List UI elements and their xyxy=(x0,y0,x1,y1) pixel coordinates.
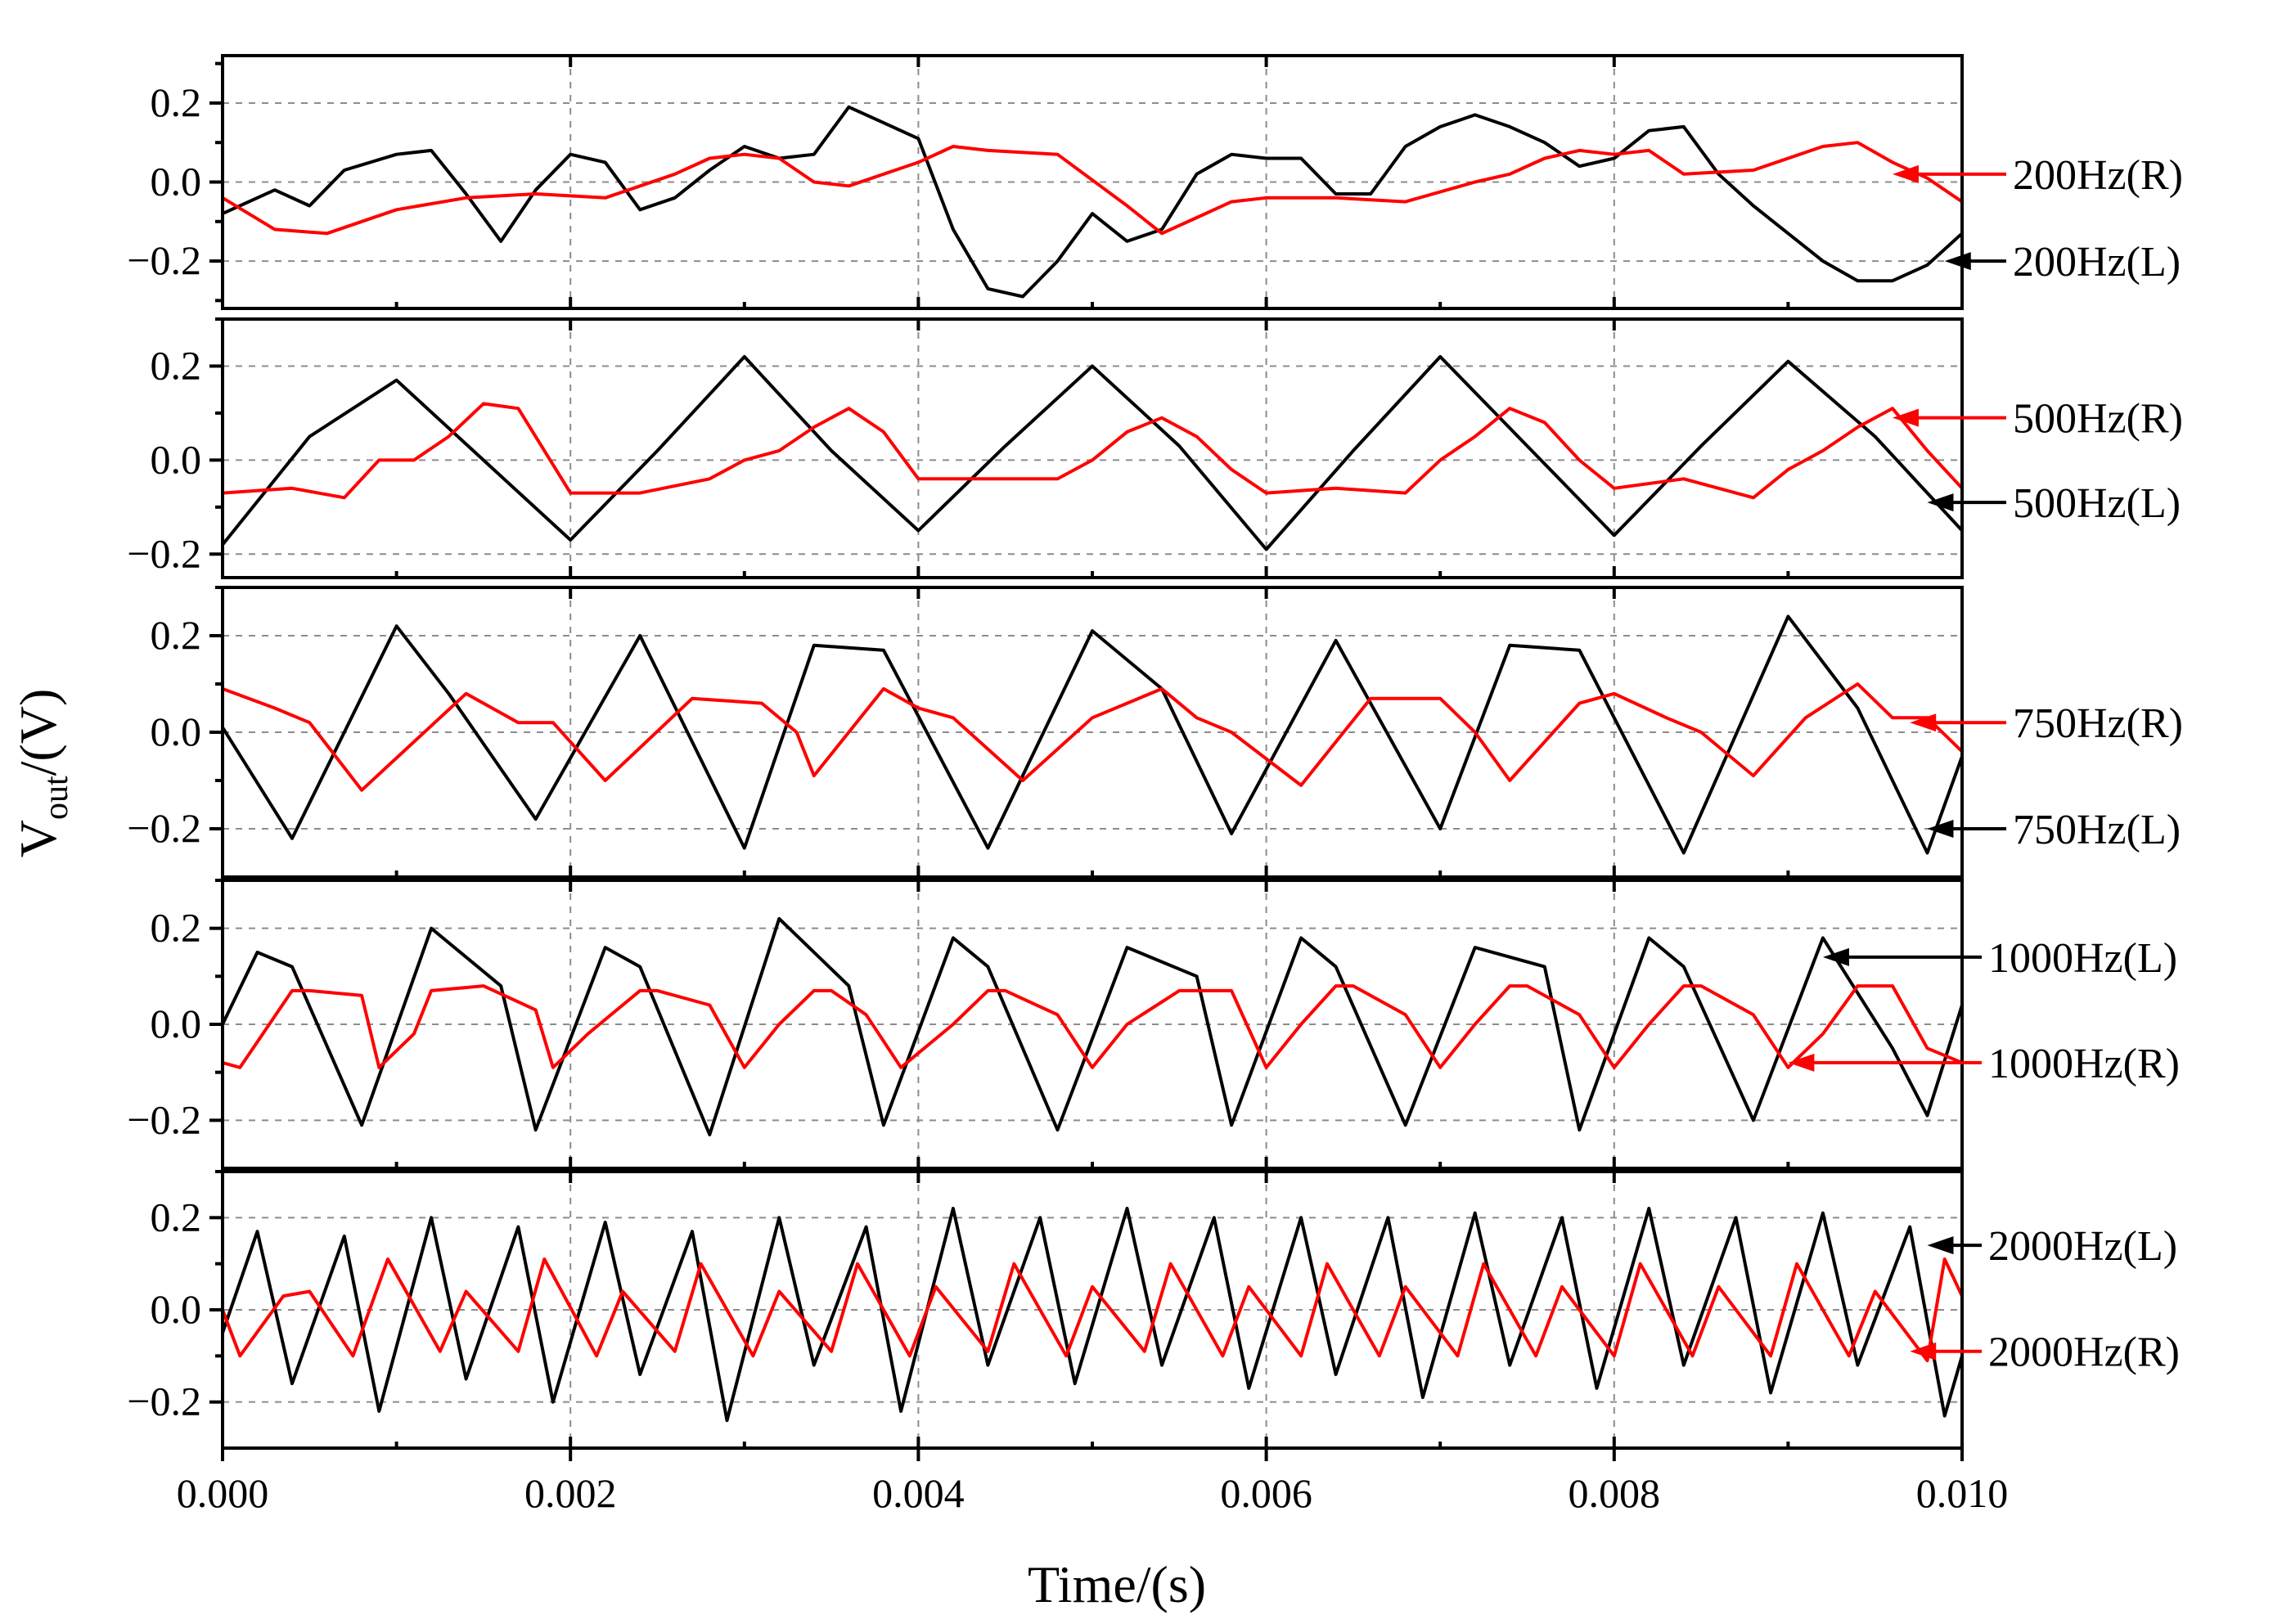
series-750Hz(R) xyxy=(223,682,1962,792)
panel-5: 0.2 0.0 −0.2 2000Hz(L) 2000Hz(R) xyxy=(127,1170,2180,1450)
series-2000Hz(R) xyxy=(223,1257,1962,1362)
x-tick-label: 0.002 xyxy=(524,1470,617,1516)
y-axis-title-unit: /(V) xyxy=(9,689,67,776)
annotation-arrowhead xyxy=(1910,713,1937,732)
series-500Hz(R) xyxy=(223,402,1962,500)
annotation-arrowhead xyxy=(1927,820,1954,838)
y-axis-title-subscript: out xyxy=(38,776,75,820)
y-tick-label: 0.2 xyxy=(151,342,202,388)
series-500Hz(L) xyxy=(223,355,1962,551)
annotation-arrowhead xyxy=(1910,1342,1937,1361)
panel-4: 0.2 0.0 −0.2 1000Hz(L) 1000Hz(R) xyxy=(127,879,2180,1170)
y-tick-label: 0.2 xyxy=(151,612,202,658)
y-tick-label: 0.0 xyxy=(151,1286,202,1332)
y-tick-label: 0.0 xyxy=(151,1001,202,1046)
series-2000Hz(L) xyxy=(223,1207,1962,1423)
y-tick-label: −0.2 xyxy=(127,530,201,576)
annotation-label: 2000Hz(L) xyxy=(1988,1223,2177,1270)
y-tick-label: 0.2 xyxy=(151,1194,202,1239)
x-tick-label: 0.006 xyxy=(1220,1470,1312,1516)
series-750Hz(L) xyxy=(223,614,1962,855)
annotation-arrowhead xyxy=(1822,947,1849,966)
y-axis-title: Vout/(V) xyxy=(9,689,75,858)
annotation-arrowhead xyxy=(1788,1053,1815,1072)
panel-1: 0.2 0.0 −0.2 200Hz(R) 200Hz(L) xyxy=(127,54,2183,310)
annotation-arrowhead xyxy=(1927,1236,1954,1255)
annotation-label: 1000Hz(R) xyxy=(1988,1041,2180,1087)
series-1000Hz(R) xyxy=(223,984,1962,1069)
annotation-label: 750Hz(L) xyxy=(2013,807,2181,853)
annotation-label: 200Hz(R) xyxy=(2013,152,2183,199)
panel-3: 0.2 0.0 −0.2 750Hz(R) 750Hz(L) xyxy=(127,586,2183,879)
x-tick-label: 0.008 xyxy=(1569,1470,1661,1516)
panel-2: 0.2 0.0 −0.2 500Hz(R) 500Hz(L) xyxy=(127,317,2183,579)
series-200Hz(R) xyxy=(223,141,1962,236)
y-tick-label: 0.2 xyxy=(151,79,202,125)
annotation-label: 1000Hz(L) xyxy=(1988,935,2177,982)
annotation-arrowhead xyxy=(1944,252,1971,271)
y-tick-label: −0.2 xyxy=(127,1096,201,1142)
y-axis-title-main: V xyxy=(9,820,67,857)
annotation-label: 2000Hz(R) xyxy=(1988,1329,2180,1376)
panel-frame xyxy=(221,317,1964,579)
x-tick-label: 0.000 xyxy=(177,1470,269,1516)
annotation-label: 200Hz(L) xyxy=(2013,239,2181,286)
annotation-arrowhead xyxy=(1892,408,1919,427)
y-tick-label: 0.0 xyxy=(151,159,202,205)
series-200Hz(L) xyxy=(223,105,1962,299)
y-tick-label: 0.0 xyxy=(151,436,202,482)
y-tick-label: −0.2 xyxy=(127,1379,201,1424)
series-1000Hz(L) xyxy=(223,916,1962,1136)
annotation-label: 500Hz(L) xyxy=(2013,480,2181,527)
x-axis-title: Time/(s) xyxy=(1028,1555,1206,1613)
x-tick-label: 0.010 xyxy=(1916,1470,2009,1516)
annotation-label: 750Hz(R) xyxy=(2013,700,2183,747)
y-tick-label: −0.2 xyxy=(127,805,201,851)
y-tick-label: 0.0 xyxy=(151,709,202,754)
y-tick-label: 0.2 xyxy=(151,905,202,951)
axes-layer: Time/(s) Vout/(V) xyxy=(9,689,1206,1613)
annotation-arrowhead xyxy=(1892,164,1919,183)
annotation-label: 500Hz(R) xyxy=(2013,396,2183,443)
y-tick-label: −0.2 xyxy=(127,237,201,283)
panels-layer: 0.2 0.0 −0.2 200Hz(R) 200Hz(L) 0.2 0.0 −0.2 500H… xyxy=(127,54,2183,1516)
x-tick-label: 0.004 xyxy=(872,1470,965,1516)
annotation-arrowhead xyxy=(1927,493,1954,512)
